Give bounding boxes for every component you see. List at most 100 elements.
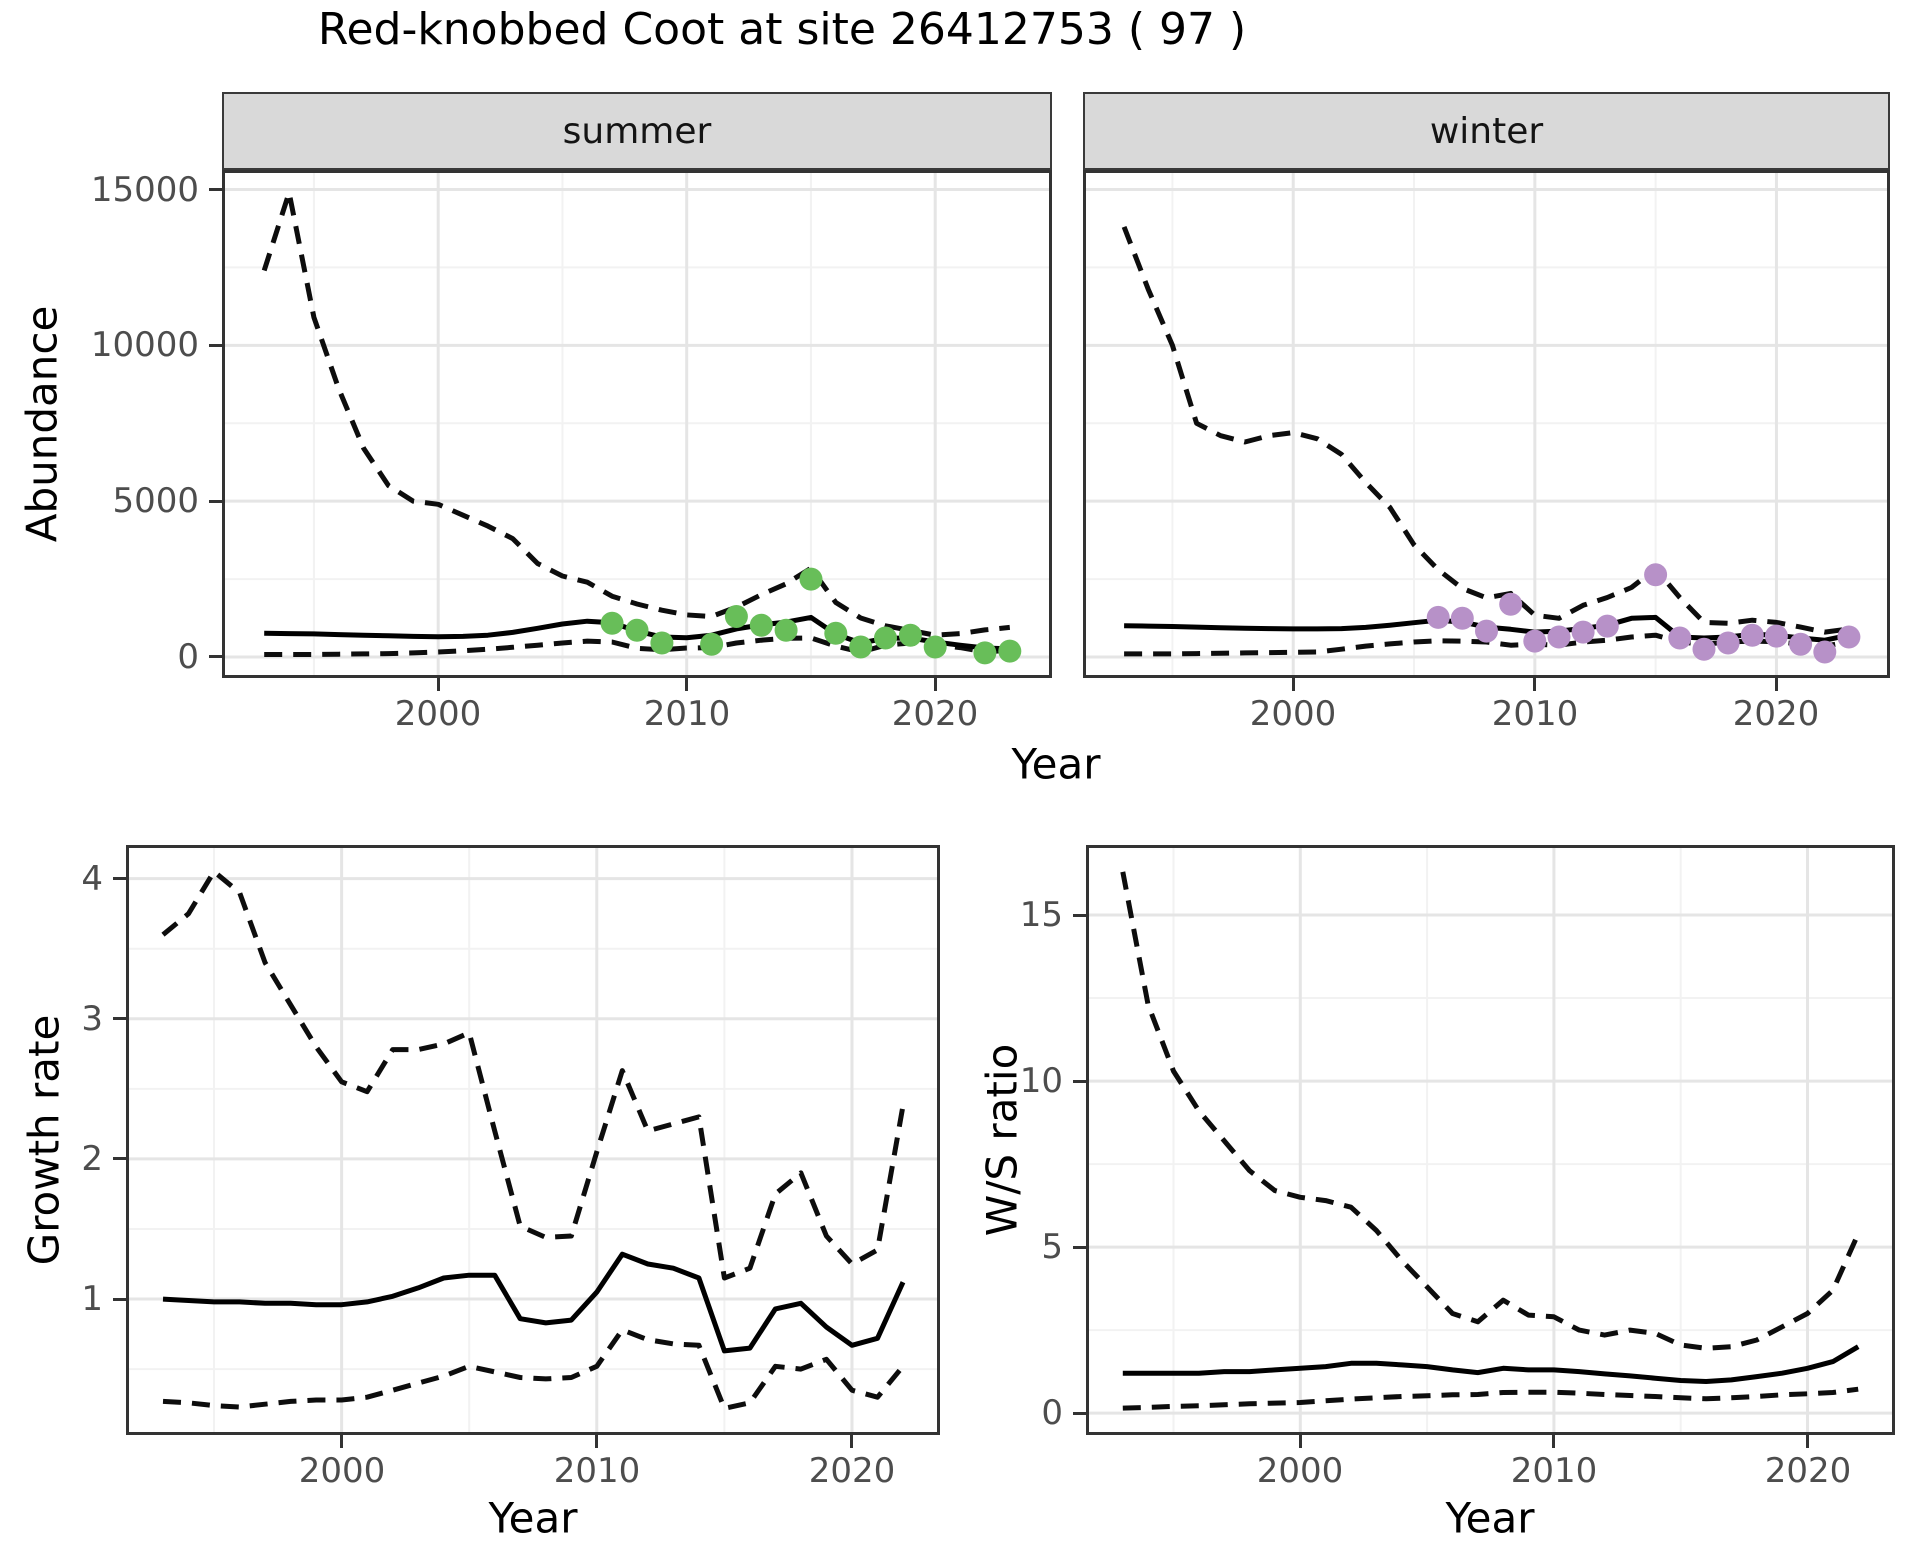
data-point (600, 611, 624, 635)
panel-background (126, 845, 940, 1435)
data-point (849, 635, 873, 659)
data-point (898, 623, 922, 647)
y-tick-mark (209, 655, 222, 658)
facet-strip-winter-label: winter (1429, 110, 1544, 152)
data-point (724, 605, 748, 628)
y-tick-mark (209, 344, 222, 347)
x-tick-label: 2020 (1732, 694, 1820, 734)
upper-ci-line (161, 869, 906, 1281)
data-point (1764, 624, 1788, 648)
y-tick-mark (1073, 1412, 1086, 1415)
x-tick-mark (1775, 678, 1778, 691)
x-tick-label: 2000 (298, 1451, 386, 1491)
x-tick-mark (685, 678, 688, 691)
x-tick-label: 2020 (1764, 1451, 1852, 1491)
abundance_winter-panel (1083, 170, 1890, 678)
growth-rate-x-axis-title: Year (488, 1493, 578, 1543)
lower-ci-line (1122, 1386, 1859, 1411)
x-tick-mark (1806, 1435, 1809, 1448)
y-tick-mark (1073, 914, 1086, 917)
data-point (1644, 563, 1668, 587)
data-point (1837, 625, 1861, 649)
x-tick-label: 2020 (808, 1451, 896, 1491)
data-point (998, 639, 1022, 663)
data-point (1692, 637, 1716, 661)
x-tick-label: 2020 (891, 694, 979, 734)
facet-strip-summer-label: summer (562, 110, 712, 152)
data-point (1668, 626, 1692, 650)
x-tick-mark (437, 678, 440, 691)
x-tick-label: 2010 (1510, 1451, 1598, 1491)
y-tick-mark (209, 188, 222, 191)
data-point (1740, 623, 1764, 647)
data-point (625, 618, 649, 642)
y-tick-mark (113, 1157, 126, 1160)
panel-background (1086, 845, 1895, 1435)
upper-ci-line (1121, 225, 1850, 635)
data-point (650, 631, 674, 655)
y-tick-mark (113, 1017, 126, 1020)
facet-strip-summer: summer (222, 92, 1052, 170)
data-point (774, 618, 798, 642)
data-point (1426, 605, 1450, 629)
panel-border (1083, 170, 1890, 678)
data-point (973, 641, 997, 665)
data-point (749, 613, 773, 637)
growth_rate-panel (126, 845, 940, 1435)
x-tick-mark (1552, 1435, 1555, 1448)
data-point (824, 621, 848, 645)
y-tick-label: 4 (81, 859, 103, 899)
data-point (1813, 640, 1837, 664)
y-tick-label: 10 (1019, 1061, 1063, 1101)
x-tick-mark (1292, 678, 1295, 691)
y-tick-mark (209, 500, 222, 503)
x-tick-label: 2000 (1249, 694, 1337, 734)
abundance-x-axis-title: Year (1011, 739, 1101, 789)
x-tick-mark (934, 678, 937, 691)
abundance_summer-panel (222, 170, 1052, 678)
ws-ratio-x-axis-title: Year (1445, 1493, 1535, 1543)
data-point (1523, 629, 1547, 653)
x-tick-mark (595, 1435, 598, 1448)
y-tick-label: 0 (1041, 1393, 1063, 1433)
x-tick-label: 2010 (643, 694, 731, 734)
y-tick-label: 0 (177, 637, 199, 677)
y-tick-mark (1073, 1246, 1086, 1249)
data-point (1595, 614, 1619, 638)
data-point (1547, 625, 1571, 649)
x-tick-mark (1299, 1435, 1302, 1448)
x-tick-label: 2010 (1491, 694, 1579, 734)
x-tick-label: 2010 (553, 1451, 641, 1491)
y-tick-label: 3 (81, 999, 103, 1039)
y-tick-mark (113, 1298, 126, 1301)
x-tick-mark (1533, 678, 1536, 691)
plot-title: Red-knobbed Coot at site 26412753 ( 97 ) (317, 4, 1247, 55)
y-tick-label: 10000 (90, 325, 199, 365)
y-tick-label: 5000 (112, 481, 199, 521)
y-tick-label: 2 (81, 1139, 103, 1179)
y-tick-label: 15 (1019, 895, 1063, 935)
data-point (874, 626, 897, 650)
y-tick-label: 15000 (90, 170, 199, 210)
facet-strip-winter: winter (1083, 92, 1890, 170)
upper-ci-line (1120, 871, 1861, 1351)
lower-ci-line (162, 1327, 905, 1411)
y-tick-mark (1073, 1080, 1086, 1083)
x-tick-label: 2000 (1256, 1451, 1344, 1491)
x-tick-label: 2000 (394, 694, 482, 734)
data-point (1499, 592, 1523, 616)
x-tick-mark (850, 1435, 853, 1448)
data-point (799, 567, 823, 591)
data-point (1716, 631, 1740, 655)
median-line (1122, 1344, 1860, 1384)
data-point (1450, 606, 1474, 630)
panel-border (1086, 845, 1895, 1435)
data-point (1475, 619, 1498, 643)
data-point (1789, 632, 1813, 656)
y-tick-mark (113, 877, 126, 880)
median-line (162, 1251, 906, 1354)
y-tick-label: 1 (81, 1279, 103, 1319)
data-point (1571, 620, 1595, 644)
ws_ratio-panel (1086, 845, 1895, 1435)
